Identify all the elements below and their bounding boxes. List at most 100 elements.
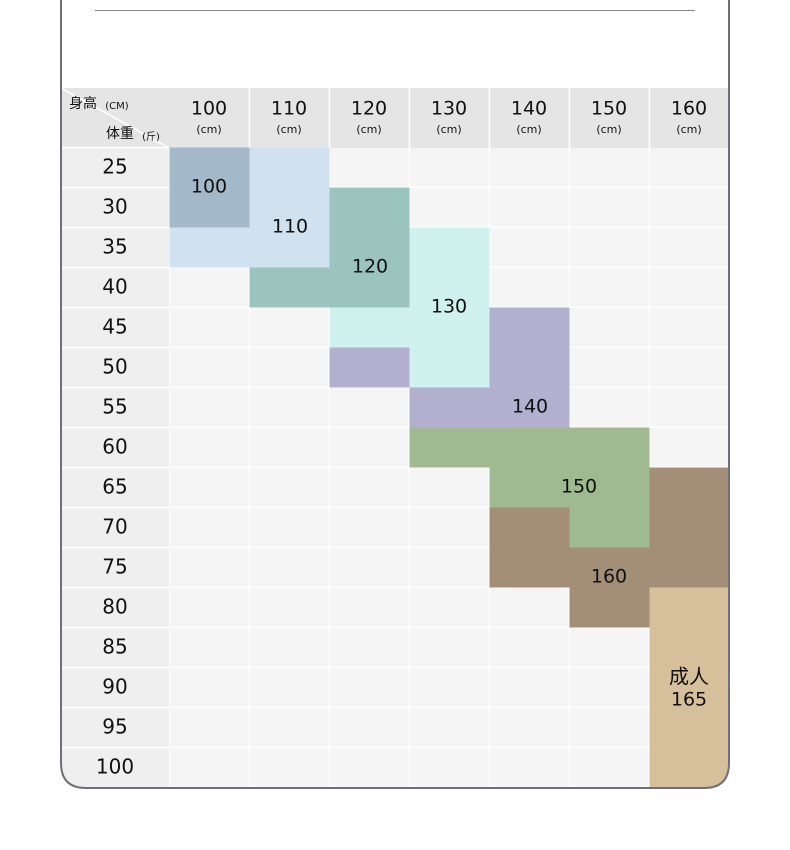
row-weight: 55 xyxy=(102,395,127,419)
size-region-cell xyxy=(649,627,729,668)
corner-weight: 体重 xyxy=(106,126,134,142)
corner-height-unit: (CM) xyxy=(105,101,129,112)
row-weight: 90 xyxy=(102,675,127,699)
size-label: 160 xyxy=(591,566,627,588)
cell xyxy=(490,708,569,747)
cell xyxy=(650,308,729,347)
column-height: 150 xyxy=(591,98,627,120)
size-region-cell xyxy=(649,667,729,708)
cell xyxy=(650,388,729,427)
row-weight: 85 xyxy=(102,635,127,659)
cell xyxy=(170,508,249,547)
card-border xyxy=(60,0,730,789)
column-unit: (cm) xyxy=(676,123,701,136)
cell xyxy=(170,428,249,467)
size-region-cell xyxy=(649,467,729,508)
cell xyxy=(570,628,649,667)
cell xyxy=(570,148,649,187)
cell xyxy=(490,148,569,187)
size-region-cell xyxy=(489,347,570,388)
column-height: 130 xyxy=(431,98,467,120)
size-region-cell xyxy=(329,267,410,308)
size-region-cell xyxy=(409,227,490,268)
cell xyxy=(650,428,729,467)
cell xyxy=(250,748,329,787)
cell xyxy=(330,388,409,427)
cell xyxy=(250,428,329,467)
size-region-cell xyxy=(569,587,650,628)
size-label: 120 xyxy=(352,256,388,278)
cell xyxy=(490,668,569,707)
cell xyxy=(330,708,409,747)
size-region-cell xyxy=(329,227,410,268)
size-region-cell xyxy=(409,387,490,428)
size-region-cell xyxy=(569,427,650,468)
row-weight: 25 xyxy=(102,155,127,179)
size-region-cell xyxy=(169,147,250,188)
cell xyxy=(250,508,329,547)
size-label: 140 xyxy=(512,396,548,418)
corner-height: 身高 xyxy=(69,95,97,112)
row-weight: 50 xyxy=(102,355,127,379)
cell xyxy=(650,348,729,387)
size-region-cell xyxy=(569,507,650,548)
cell xyxy=(410,508,489,547)
size-region-cell xyxy=(649,707,729,748)
row-weight: 100 xyxy=(96,755,134,779)
column-height: 160 xyxy=(671,98,707,120)
cell xyxy=(250,348,329,387)
cell xyxy=(330,748,409,787)
cell xyxy=(490,588,569,627)
cell xyxy=(170,628,249,667)
cell xyxy=(250,388,329,427)
cell xyxy=(330,548,409,587)
size-region-cell xyxy=(649,507,729,548)
cell xyxy=(570,668,649,707)
size-region-cell xyxy=(649,547,729,588)
size-region-cell xyxy=(169,187,250,228)
column-height: 140 xyxy=(511,98,547,120)
column-unit: (cm) xyxy=(436,123,461,136)
row-weight: 75 xyxy=(102,555,127,579)
column-unit: (cm) xyxy=(196,123,221,136)
size-region-cell xyxy=(489,507,570,548)
row-weight: 80 xyxy=(102,595,127,619)
cell xyxy=(490,628,569,667)
cell xyxy=(330,428,409,467)
cell xyxy=(170,268,249,307)
cell xyxy=(170,308,249,347)
cell xyxy=(410,668,489,707)
corner-weight-unit: (斤) xyxy=(142,131,160,143)
cell xyxy=(330,148,409,187)
row-weight: 70 xyxy=(102,515,127,539)
cell xyxy=(170,748,249,787)
cell xyxy=(330,588,409,627)
size-prefix: 成人 xyxy=(669,665,709,689)
cell xyxy=(330,508,409,547)
size-region-cell xyxy=(249,187,330,228)
size-region-cell xyxy=(249,227,330,268)
cell xyxy=(250,548,329,587)
size-label: 100 xyxy=(191,176,227,198)
cell xyxy=(170,468,249,507)
cell xyxy=(170,668,249,707)
cell xyxy=(570,748,649,787)
cell xyxy=(330,628,409,667)
cell xyxy=(250,668,329,707)
row-weight: 65 xyxy=(102,475,127,499)
size-region-cell xyxy=(569,547,650,588)
row-weight: 95 xyxy=(102,715,127,739)
size-region-cell xyxy=(489,467,570,508)
cell xyxy=(410,708,489,747)
row-weight: 35 xyxy=(102,235,127,259)
cell xyxy=(570,348,649,387)
cell xyxy=(650,268,729,307)
cell xyxy=(570,228,649,267)
cell xyxy=(410,468,489,507)
cell xyxy=(250,588,329,627)
column-unit: (cm) xyxy=(596,123,621,136)
size-label: 150 xyxy=(561,476,597,498)
size-region-cell xyxy=(489,547,570,588)
size-region-cell xyxy=(409,427,490,468)
